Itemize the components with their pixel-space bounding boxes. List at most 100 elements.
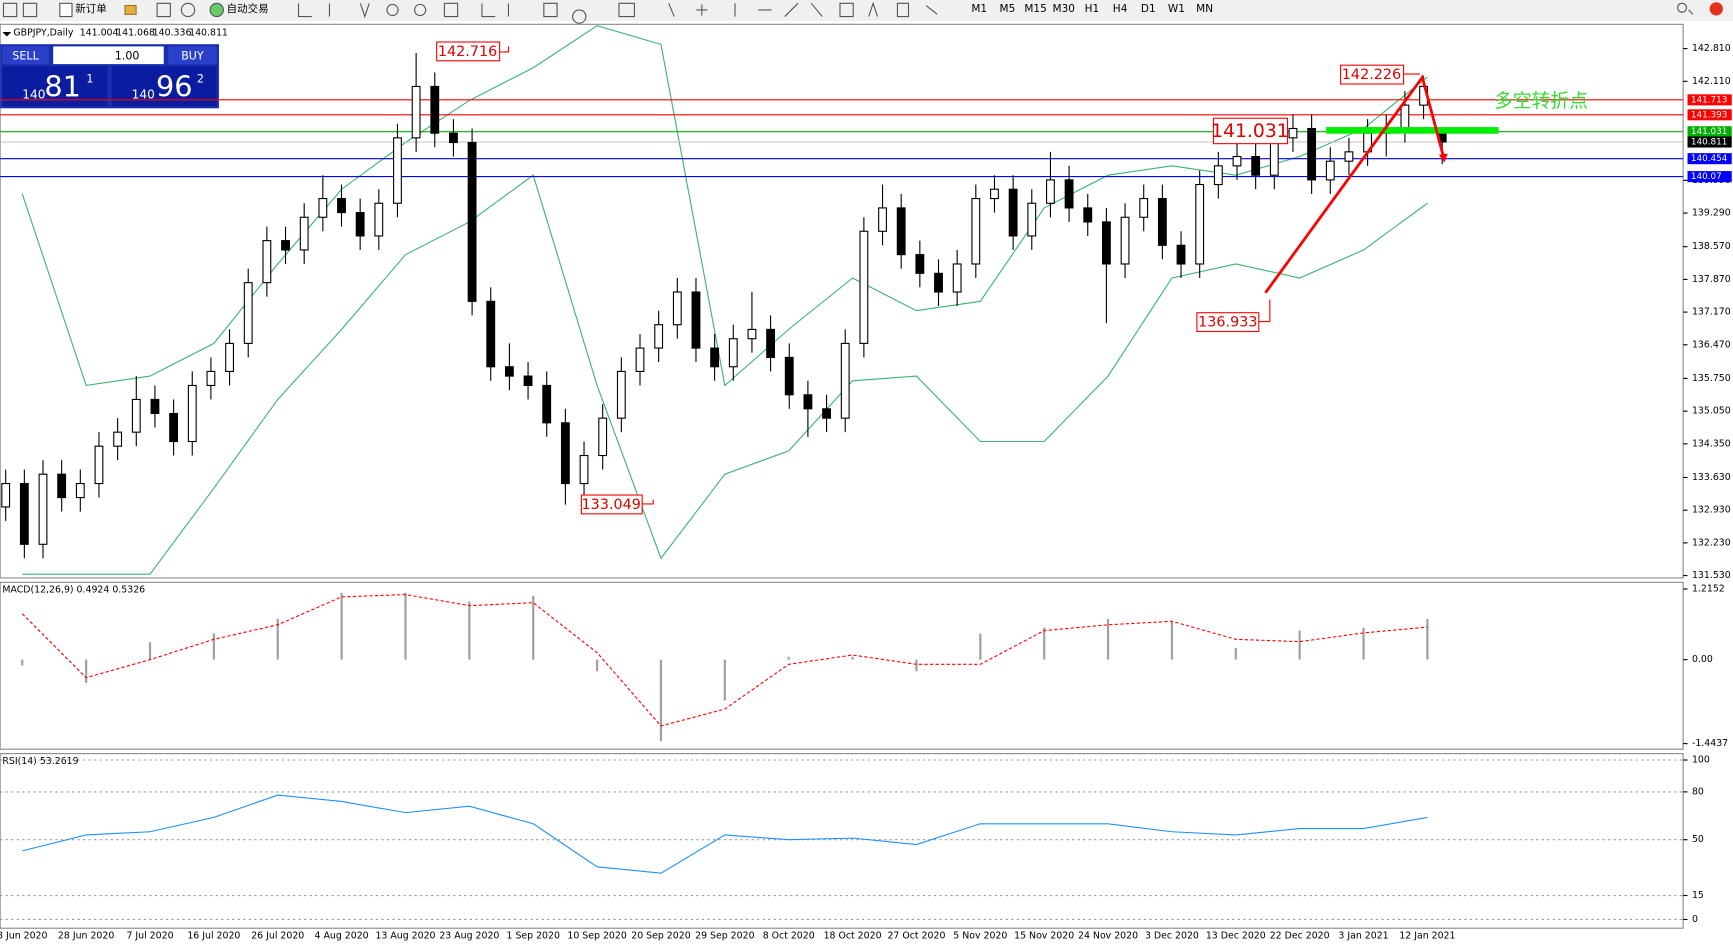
candle-body <box>57 473 67 499</box>
buy-button[interactable] <box>168 46 217 65</box>
macd-bar <box>276 618 279 660</box>
candle-body <box>355 212 365 237</box>
macd-bar <box>1426 618 1429 660</box>
autotrade-button[interactable]: 自动交易 <box>227 2 269 15</box>
x-tick-label: 18 Oct 2020 <box>824 930 882 941</box>
x-tick-label: 8 Oct 2020 <box>763 930 815 941</box>
ohlc-low: 140.336 <box>153 28 192 39</box>
candle-body <box>896 207 906 256</box>
candle-body <box>971 198 981 265</box>
candle-body <box>1307 127 1317 181</box>
y-tick-label: 134.350 <box>1692 438 1731 449</box>
candle-body <box>616 370 626 419</box>
sell-button[interactable] <box>2 46 49 65</box>
timeframe-button[interactable]: M15 <box>1024 3 1046 15</box>
toolbar-icons <box>2 1 1694 24</box>
timeframe-button[interactable]: M1 <box>971 3 987 15</box>
sell-big: 140 <box>22 88 45 102</box>
macd-bar <box>851 656 854 660</box>
macd-bar <box>787 656 790 660</box>
macd-bar <box>85 659 88 683</box>
candle-body <box>691 291 701 349</box>
indicator-line <box>22 794 1428 874</box>
x-tick-label: 13 Aug 2020 <box>375 930 435 941</box>
candle-body <box>1232 155 1242 167</box>
timeframe-button[interactable]: H4 <box>1113 3 1128 15</box>
price-label-bg <box>1687 136 1732 148</box>
candle-body <box>243 282 253 344</box>
macd-bar <box>915 659 918 672</box>
candle-body <box>1344 151 1354 162</box>
candle-body <box>1 483 11 508</box>
y-tick-label: 137.870 <box>1692 274 1731 285</box>
candle-body <box>411 85 421 139</box>
sell-point: 1 <box>86 73 93 86</box>
candle-body <box>169 412 179 443</box>
candle-body <box>878 207 887 232</box>
macd-bar <box>468 601 471 660</box>
macd-bar <box>1106 618 1110 660</box>
candle-body <box>318 198 328 218</box>
candle-body <box>542 384 552 424</box>
x-tick-label: 22 Dec 2020 <box>1270 930 1330 941</box>
macd-panel <box>0 581 1684 750</box>
price-label-bg <box>1687 109 1732 121</box>
lot-input[interactable] <box>53 46 164 65</box>
ohlc-high: 141.068 <box>116 28 155 39</box>
x-tick-label: 20 Sep 2020 <box>631 930 690 941</box>
annotation: 133.049 <box>582 497 641 513</box>
candle-body <box>430 85 440 134</box>
toolbar <box>0 0 1733 21</box>
y-tick-label: 135.750 <box>1692 373 1731 384</box>
candle-body <box>449 132 458 144</box>
trade-panel: SELL 1.00 BUY 140 81 1 140 96 2 <box>0 44 219 109</box>
candle-body <box>206 370 216 386</box>
candle-body <box>990 188 999 200</box>
candle-body <box>784 356 794 396</box>
macd-bar <box>1298 630 1301 660</box>
y-tick-label: 135.050 <box>1692 406 1731 417</box>
ohlc-open: 141.004 <box>80 28 119 39</box>
candle-body <box>822 408 831 419</box>
y-tick-label: 100 <box>1692 754 1710 765</box>
candle-body <box>1139 198 1149 218</box>
indicator-line <box>22 174 1428 575</box>
candle-body <box>1213 165 1223 186</box>
new-order-button[interactable]: 新订单 <box>75 2 106 15</box>
timeframe-button[interactable]: M5 <box>1000 3 1016 15</box>
x-tick-label: 1 Sep 2020 <box>507 930 560 941</box>
candle-body <box>523 375 533 386</box>
annotation: 142.716 <box>438 44 497 60</box>
candle-body <box>467 141 477 302</box>
candle-body <box>504 366 514 377</box>
candle-body <box>150 398 160 415</box>
candle-body <box>710 347 720 368</box>
x-tick-label: 29 Sep 2020 <box>695 930 754 941</box>
timeframe-button[interactable]: W1 <box>1168 3 1185 15</box>
x-tick-label: 15 Nov 2020 <box>1014 930 1074 941</box>
notification-badge[interactable] <box>1709 2 1723 16</box>
timeframe-button[interactable]: H1 <box>1085 3 1100 15</box>
y-tick-label: 142.110 <box>1692 76 1731 87</box>
candle-body <box>131 398 141 433</box>
timeframe-button[interactable]: MN <box>1196 3 1213 15</box>
lot-value: 1.00 <box>115 49 140 62</box>
price-label: 141.713 <box>1691 95 1728 105</box>
annotation: 136.933 <box>1198 315 1257 331</box>
candle-body <box>840 342 850 419</box>
timeframe-button[interactable]: M30 <box>1053 3 1075 15</box>
candle-body <box>952 263 962 293</box>
x-tick-label: 3 Jan 2021 <box>1338 930 1388 941</box>
timeframe-button[interactable]: D1 <box>1141 3 1156 15</box>
candle-body <box>1064 179 1074 209</box>
macd-bar <box>148 642 152 660</box>
price-label-bg <box>1687 126 1732 138</box>
candle-body <box>859 230 869 344</box>
y-tick-label: 137.170 <box>1692 307 1731 318</box>
candle-body <box>1325 160 1335 181</box>
candle-body <box>38 473 48 545</box>
candle-body <box>1176 244 1186 265</box>
macd-bar <box>723 659 726 701</box>
x-tick-label: 3 Dec 2020 <box>1145 930 1199 941</box>
candle-body <box>337 198 346 214</box>
